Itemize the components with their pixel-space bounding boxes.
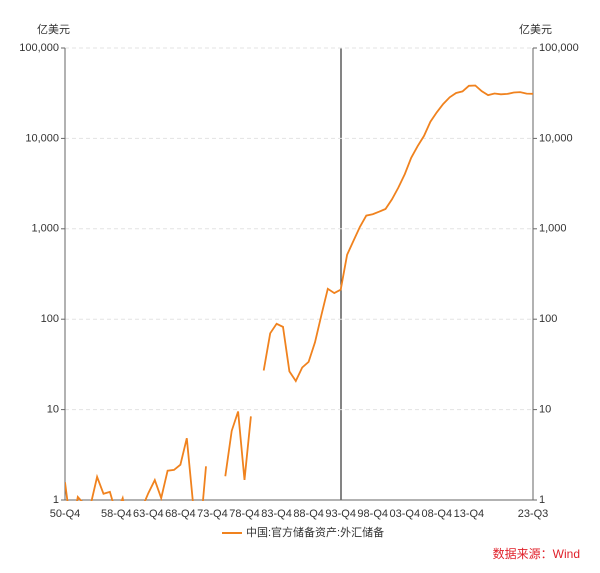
y2-tick-label: 100 xyxy=(539,313,557,325)
x-tick-label: 98-Q4 xyxy=(357,508,388,520)
x-tick-label: 58-Q4 xyxy=(101,508,132,520)
x-tick-label: 08-Q4 xyxy=(422,508,453,520)
x-tick-label: 88-Q4 xyxy=(293,508,324,520)
legend-label: 中国:官方储备资产:外汇储备 xyxy=(246,525,384,539)
y-tick-label: 100,000 xyxy=(19,42,59,54)
x-tick-label: 78-Q4 xyxy=(229,508,260,520)
y-tick-label: 10,000 xyxy=(25,132,59,144)
source: 数据来源：Wind xyxy=(493,546,580,561)
x-tick-label: 23-Q3 xyxy=(518,508,549,520)
x-tick-label: 68-Q4 xyxy=(165,508,196,520)
y-unit-left: 亿美元 xyxy=(37,23,70,36)
data-line xyxy=(65,84,534,501)
y-tick-label: 100 xyxy=(41,313,59,325)
y2-tick-label: 1,000 xyxy=(539,223,567,235)
y-unit-right: 亿美元 xyxy=(519,23,552,36)
y2-tick-label: 1 xyxy=(539,494,545,506)
x-tick-label: 73-Q4 xyxy=(197,508,228,520)
y2-tick-label: 10 xyxy=(539,404,551,416)
x-tick-label: 83-Q4 xyxy=(261,508,292,520)
x-tick-label: 03-Q4 xyxy=(389,508,420,520)
x-tick-label: 50-Q4 xyxy=(50,508,81,520)
y-tick-label: 1 xyxy=(53,494,59,506)
x-tick-label: 13-Q4 xyxy=(454,508,485,520)
y-tick-label: 10 xyxy=(47,404,59,416)
y-tick-label: 1,000 xyxy=(31,223,59,235)
y2-tick-label: 100,000 xyxy=(539,42,579,54)
x-tick-label: 93-Q4 xyxy=(325,508,356,520)
x-tick-label: 63-Q4 xyxy=(133,508,164,520)
y2-tick-label: 10,000 xyxy=(539,132,573,144)
